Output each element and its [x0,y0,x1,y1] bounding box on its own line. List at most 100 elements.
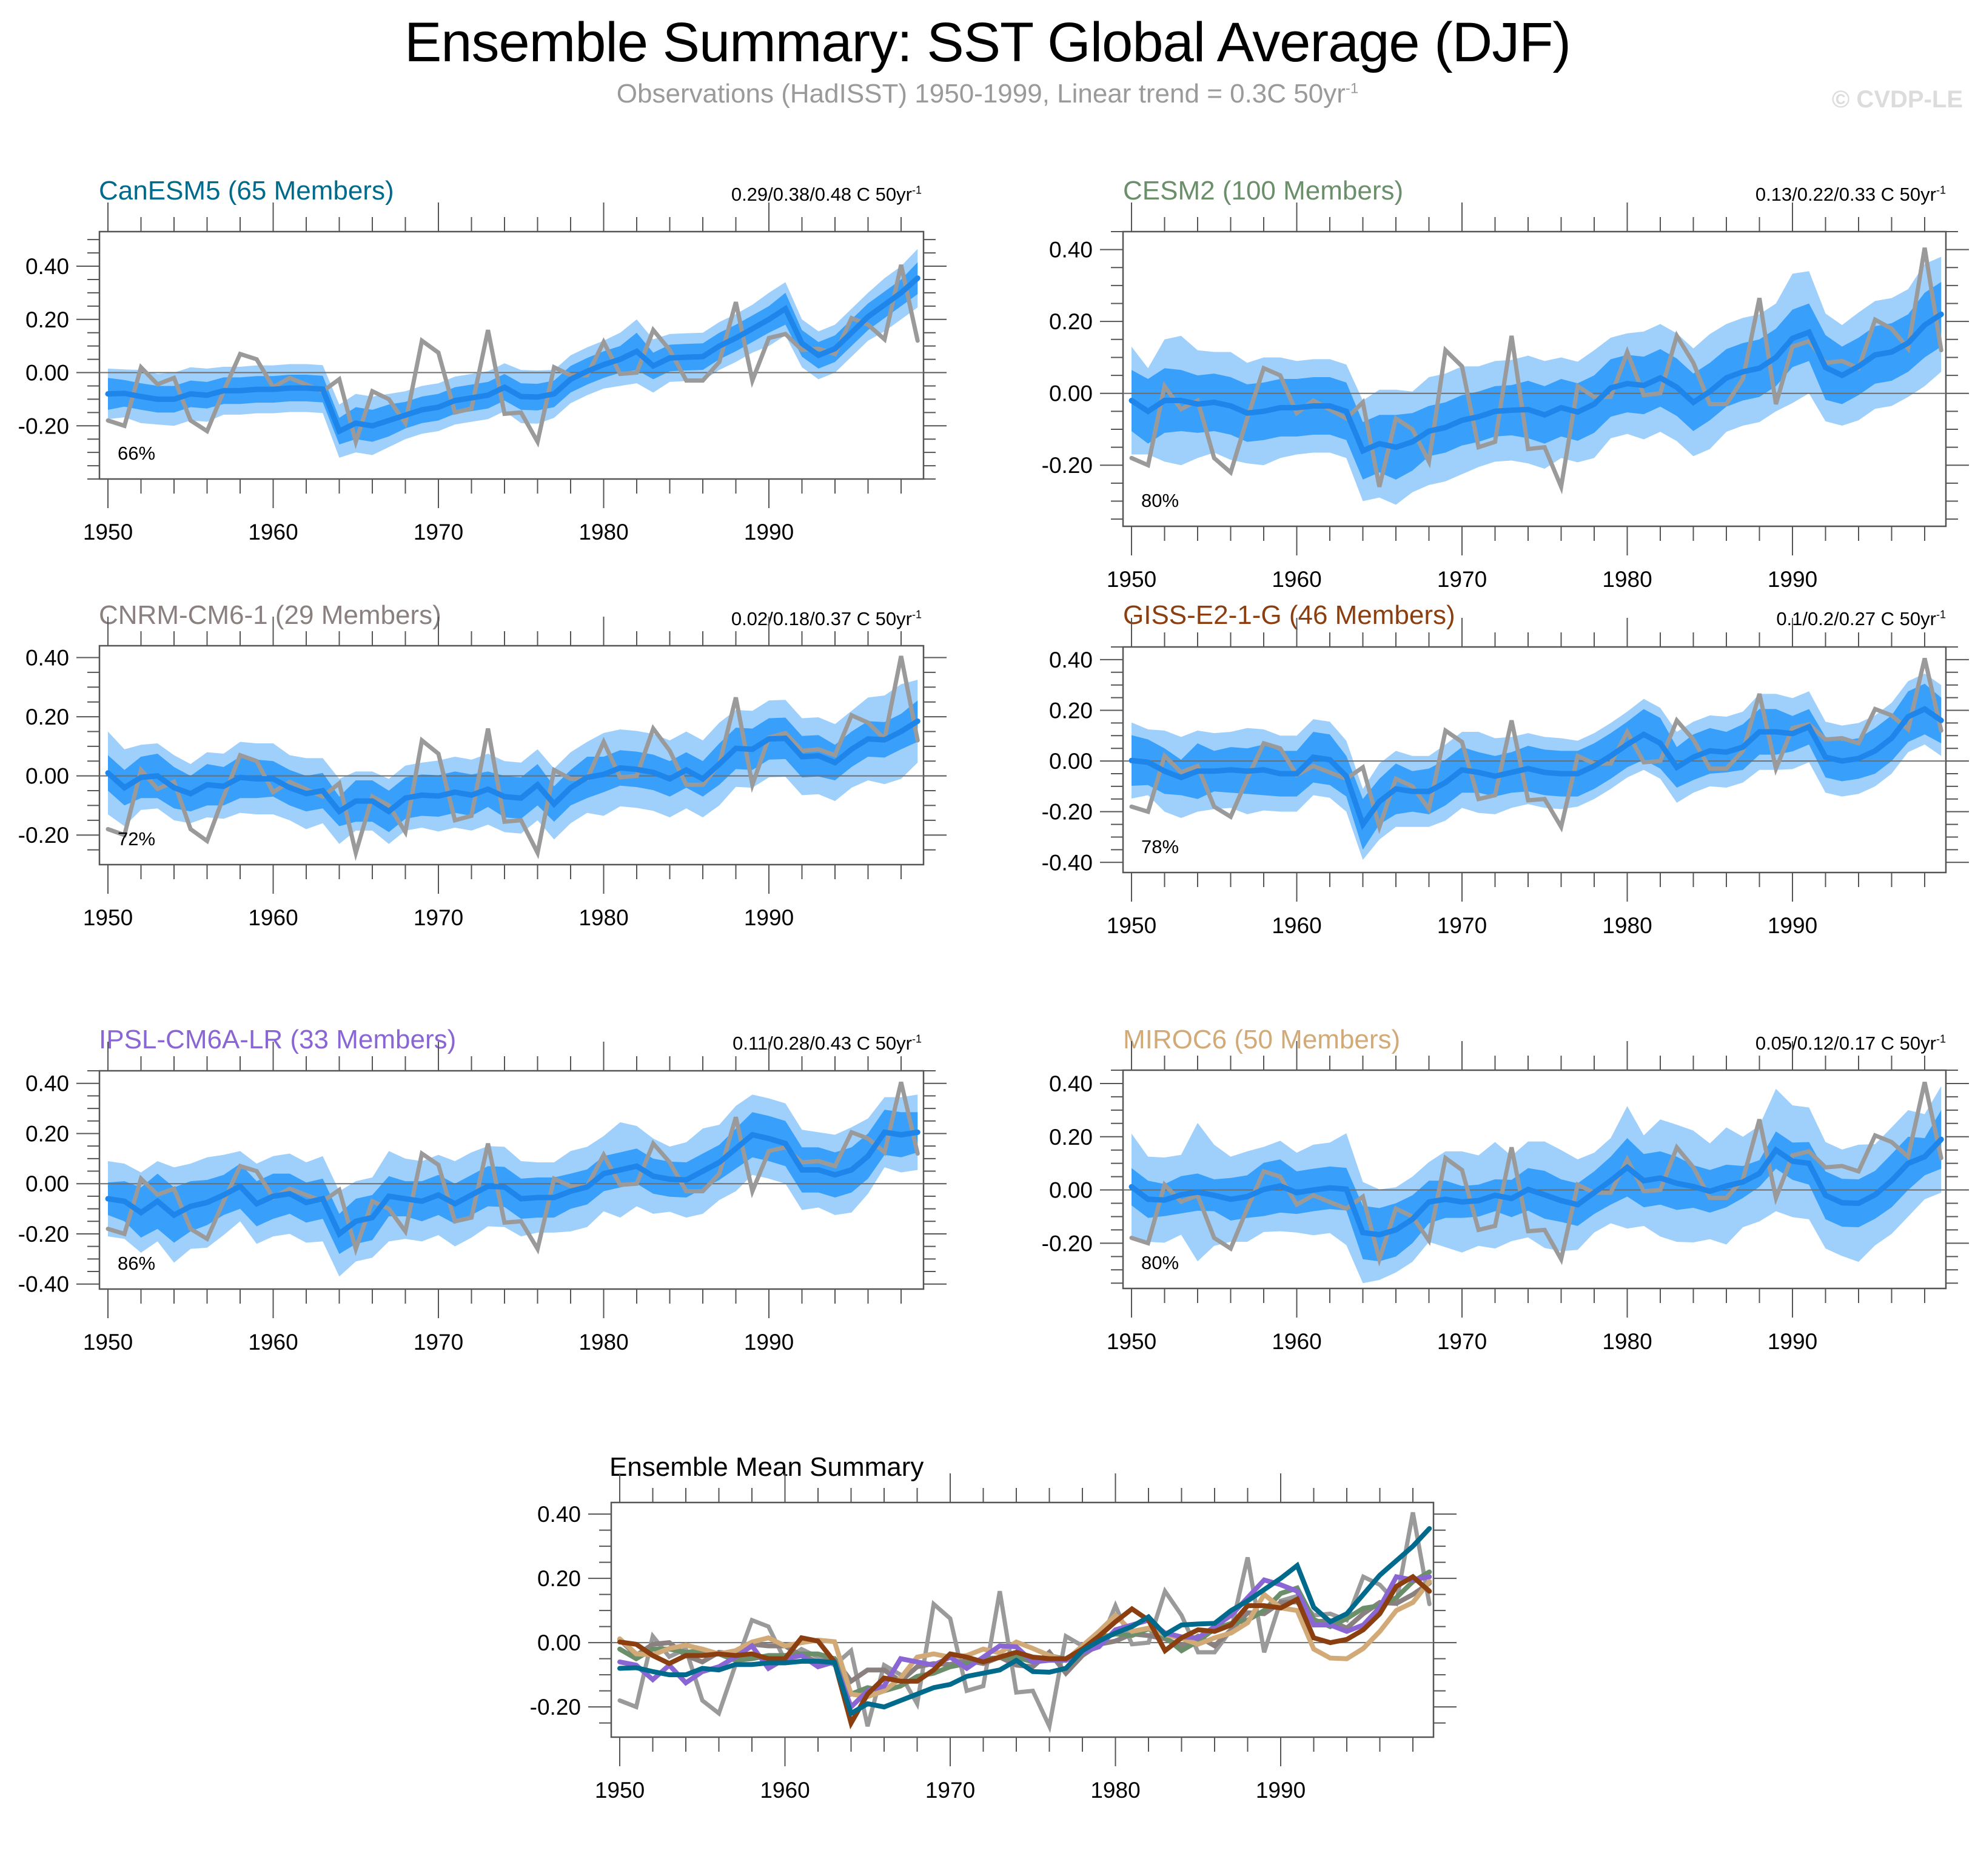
panel-title-cesm2: CESM2 (100 Members) [1123,176,1404,206]
x-tick-label: 1980 [1090,1778,1140,1803]
x-tick-label: 1970 [414,520,463,544]
ensemble-mean-line [1128,706,1944,831]
y-tick-label: -0.20 [1042,800,1093,825]
subtitle-text: Observations (HadISST) 1950-1999, Linear… [616,79,1346,109]
x-tick-label: 1990 [744,1330,794,1355]
x-tick-label: 1980 [1602,913,1652,938]
percent-label: 86% [118,1253,155,1274]
trend-text: 0.11/0.28/0.43 C 50yr [733,1033,912,1054]
y-tick-label: -0.40 [18,1272,69,1297]
outer-spread-band [108,249,918,458]
series-line-giss-e2-1-g [617,1573,1432,1730]
x-tick-label: 1970 [414,1330,463,1355]
x-tick-label: 1950 [1107,1329,1156,1354]
observations-line [1129,1081,1943,1267]
x-tick-label: 1960 [248,1330,298,1355]
panel-3: -0.40 -0.20 0.00 0.20 0.40 1950 1960 1970 1980 19… [1042,618,1969,938]
y-tick-label: 0.40 [1049,238,1093,263]
percent-label: 80% [1141,490,1179,511]
ensemble-mean-line [1128,1136,1944,1238]
x-tick-label: 1960 [248,905,298,930]
series-line-canesm5 [617,1526,1432,1717]
y-tick-label: -0.20 [1042,1231,1093,1256]
ensemble-mean-line [105,1129,920,1238]
panel-trend-canesm5: 0.29/0.38/0.48 C 50yr-1 [731,184,922,206]
y-tick-label: -0.20 [530,1695,581,1720]
inner-spread-band [108,1110,918,1255]
trend-text: 0.13/0.22/0.33 C 50yr [1755,184,1936,205]
panel-6: -0.20 0.00 0.20 0.40 1950 1960 1970 1980 1990 [530,1473,1457,1803]
panel-4: -0.40 -0.20 0.00 0.20 0.40 1950 1960 1970 1980 19… [18,1042,947,1355]
x-tick-label: 1980 [1602,1329,1652,1354]
trend-sup: -1 [1936,608,1946,621]
x-tick-label: 1970 [1437,1329,1487,1354]
watermark: © CVDP-LE [1831,86,1963,113]
panel-title-cnrm: CNRM-CM6-1 (29 Members) [99,600,441,630]
x-tick-label: 1980 [578,1330,628,1355]
trend-text: 0.1/0.2/0.27 C 50yr [1776,608,1936,629]
y-tick-label: -0.40 [1042,850,1093,875]
y-tick-label: 0.40 [537,1502,581,1527]
y-tick-label: 0.00 [1049,381,1093,406]
x-tick-label: 1950 [83,520,133,544]
y-tick-label: 0.20 [25,307,69,332]
x-tick-label: 1980 [578,520,628,544]
panel-1: -0.20 0.00 0.20 0.40 1950 1960 1970 1980 1990 80% [1042,203,1969,592]
trend-sup: -1 [911,184,922,196]
x-tick-label: 1950 [83,1330,133,1355]
percent-label: 80% [1141,1252,1179,1273]
x-tick-label: 1980 [1602,567,1652,592]
percent-label: 66% [118,443,155,464]
y-tick-label: 0.00 [25,1171,69,1196]
x-tick-label: 1990 [1256,1778,1306,1803]
y-tick-label: -0.20 [18,414,69,438]
y-tick-label: 0.00 [1049,1178,1093,1203]
x-tick-label: 1970 [925,1778,975,1803]
y-tick-label: 0.00 [25,361,69,386]
y-tick-label: 0.20 [1049,309,1093,334]
y-tick-label: -0.20 [18,823,69,848]
x-tick-label: 1960 [1272,1329,1321,1354]
trend-sup: -1 [1936,184,1946,196]
panel-title-miroc6: MIROC6 (50 Members) [1123,1025,1401,1054]
y-tick-label: 0.40 [25,254,69,279]
observations-line [1129,247,1943,495]
panel-trend-cesm2: 0.13/0.22/0.33 C 50yr-1 [1755,184,1946,206]
panel-trend-ipsl: 0.11/0.28/0.43 C 50yr-1 [733,1033,922,1054]
y-tick-label: 0.40 [1049,648,1093,672]
x-tick-label: 1950 [1107,567,1156,592]
panel-5: -0.20 0.00 0.20 0.40 1950 1960 1970 1980 1990 80% [1042,1041,1969,1354]
subtitle-superscript: -1 [1345,80,1359,97]
inner-spread-band [1132,683,1942,850]
x-tick-label: 1990 [1768,913,1817,938]
y-tick-label: 0.20 [1049,698,1093,723]
series-line-observations-hadisst- [617,1512,1432,1734]
y-tick-label: 0.40 [25,646,69,671]
x-tick-label: 1970 [1437,567,1487,592]
ensemble-mean-line [1128,311,1944,455]
trend-sup: -1 [911,1033,922,1045]
x-tick-label: 1960 [1272,567,1321,592]
y-tick-label: 0.40 [25,1071,69,1096]
y-tick-label: -0.20 [18,1222,69,1247]
trend-text: 0.29/0.38/0.48 C 50yr [731,184,912,205]
outer-spread-band [1132,256,1942,505]
x-tick-label: 1970 [1437,913,1487,938]
inner-spread-band [108,700,918,832]
inner-spread-band [1132,1110,1942,1262]
figure-title: Ensemble Summary: SST Global Average (DJ… [404,12,1571,73]
ensemble-mean-line [105,275,920,435]
trend-text: 0.02/0.18/0.37 C 50yr [731,608,912,629]
figure-subtitle: Observations (HadISST) 1950-1999, Linear… [0,79,1975,109]
series-line-miroc6 [617,1579,1432,1700]
percent-label: 78% [1141,836,1179,857]
observations-line [1129,658,1943,834]
trend-text: 0.05/0.12/0.17 C 50yr [1755,1033,1936,1054]
ensemble-mean-line [105,718,920,816]
y-tick-label: 0.20 [1049,1125,1093,1150]
x-tick-label: 1950 [1107,913,1156,938]
x-tick-label: 1990 [1768,1329,1817,1354]
summary-title: Ensemble Mean Summary [609,1452,924,1482]
plot-frame [98,230,925,480]
